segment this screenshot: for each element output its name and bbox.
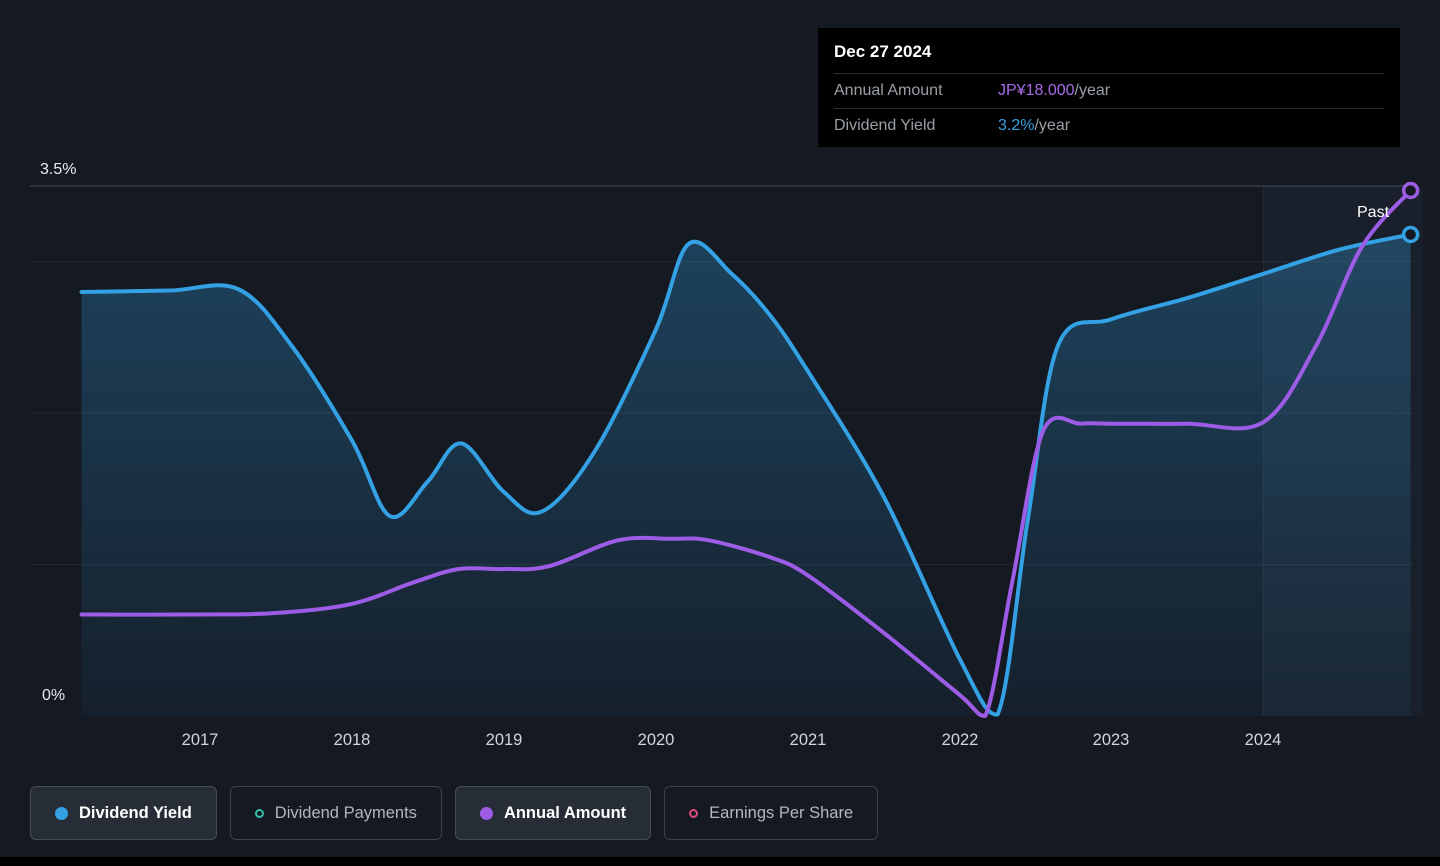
x-tick-2022: 2022 (941, 731, 979, 749)
tooltip-date: Dec 27 2024 (834, 42, 932, 61)
legend-earnings-per-share[interactable]: Earnings Per Share (664, 786, 879, 840)
legend-label: Dividend Yield (79, 803, 192, 822)
filled-dot-icon (479, 806, 493, 820)
y-axis-min-label: 0% (42, 687, 66, 704)
tooltip-rows: Annual Amount JP¥18.000/year Dividend Yiel… (834, 73, 1384, 143)
dividend-yield-end-marker-icon (1401, 225, 1420, 244)
x-tick-2023: 2023 (1092, 731, 1130, 749)
legend-dividend-yield[interactable]: Dividend Yield (30, 786, 217, 840)
x-axis: 2017 2018 2019 2020 2021 2022 2023 2024 (0, 731, 1440, 755)
y-axis-max-label: 3.5% (40, 161, 77, 178)
x-tick-2020: 2020 (637, 731, 675, 749)
dividend-yield-area (81, 234, 1411, 716)
tooltip: Dec 27 2024 Annual Amount JP¥18.000/year D… (818, 28, 1400, 147)
annual-amount-end-marker-icon (1401, 181, 1420, 200)
tooltip-row-label: Annual Amount (834, 82, 943, 99)
annual-amount-line (79, 188, 1413, 718)
open-circle-icon (689, 808, 699, 818)
filled-dot-icon (55, 806, 68, 820)
tooltip-row-value: 3.2%/year (998, 117, 1071, 134)
legend: Dividend Yield Dividend Payments Annual Am… (30, 786, 879, 840)
legend-annual-amount[interactable]: Annual Amount (454, 786, 652, 840)
tooltip-row-dividend-yield: Dividend Yield 3.2%/year (834, 108, 1384, 143)
open-circle-icon (254, 808, 264, 818)
x-tick-2018: 2018 (333, 731, 371, 749)
x-tick-2017: 2017 (181, 731, 219, 749)
past-label: Past (1357, 204, 1390, 221)
bottom-bar (0, 857, 1440, 866)
legend-label: Annual Amount (503, 803, 627, 822)
dividend-yield-line (79, 232, 1413, 717)
x-tick-2021: 2021 (789, 731, 827, 749)
x-tick-2024: 2024 (1244, 731, 1282, 749)
legend-label: Earnings Per Share (709, 803, 854, 822)
dividend-history-chart[interactable] (0, 0, 1440, 770)
tooltip-row-label: Dividend Yield (834, 117, 936, 134)
tooltip-row-annual-amount: Annual Amount JP¥18.000/year (834, 73, 1384, 108)
legend-label: Dividend Payments (274, 803, 417, 822)
x-tick-2019: 2019 (485, 731, 523, 749)
legend-dividend-payments[interactable]: Dividend Payments (229, 786, 442, 840)
highlight-band (1263, 186, 1423, 716)
tooltip-row-value: JP¥18.000/year (998, 82, 1111, 99)
